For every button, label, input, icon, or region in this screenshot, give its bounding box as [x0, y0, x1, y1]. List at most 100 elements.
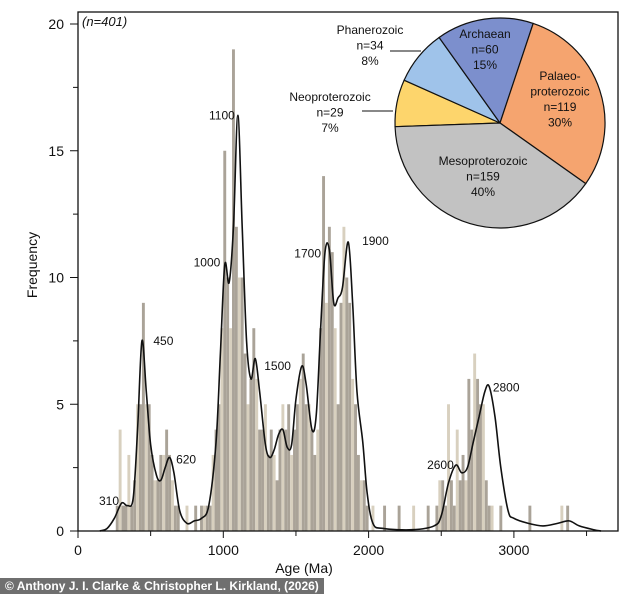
histogram-bar	[313, 454, 317, 531]
histogram-bar	[345, 277, 349, 531]
histogram-bar	[176, 505, 180, 531]
histogram-bar	[470, 429, 474, 531]
histogram-bar	[351, 378, 355, 531]
peak-label: 1900	[362, 234, 389, 248]
histogram-bar	[336, 404, 340, 531]
histogram-bar	[348, 302, 352, 531]
pie-label-line: 30%	[548, 116, 572, 130]
histogram-bar	[118, 429, 122, 531]
histogram-bar	[327, 226, 331, 532]
histogram-bar	[255, 378, 259, 531]
peak-label: 450	[153, 334, 173, 348]
pie-label-line: Neoproterozoic	[289, 90, 370, 104]
histogram-bar	[170, 480, 174, 531]
histogram-bar	[220, 328, 224, 531]
histogram-bar	[464, 480, 468, 531]
histogram-bar	[310, 429, 314, 531]
histogram-bar	[484, 480, 488, 531]
histogram-bar	[150, 454, 154, 531]
histogram-bar	[301, 353, 305, 531]
pie-label-line: Phanerozoic	[337, 23, 404, 37]
histogram-bar	[121, 505, 125, 531]
histogram-bar	[284, 429, 288, 531]
histogram-bar	[266, 454, 270, 531]
histogram-bar	[560, 505, 564, 531]
histogram-bar	[356, 454, 360, 531]
sample-size-annotation: (n=401)	[82, 14, 127, 29]
histogram-bar	[261, 429, 264, 531]
histogram-bar	[362, 480, 366, 531]
histogram-bar	[487, 505, 491, 531]
histogram-bar	[211, 454, 215, 531]
histogram-bar	[263, 404, 267, 531]
peak-label: 310	[99, 494, 119, 508]
pie-label-line: n=159	[466, 170, 500, 184]
histogram-bar	[136, 404, 140, 531]
histogram-bar	[234, 226, 238, 532]
histogram-bar	[383, 505, 387, 531]
histogram-bar	[481, 404, 485, 531]
pie-slice	[394, 122, 587, 229]
x-tick-label: 0	[74, 542, 82, 558]
pie-chart: Neoproterozoic n=29 7% Phanerozoic n=34 8% Arc…	[289, 17, 606, 229]
pie-label-line: n=34	[356, 39, 383, 53]
histogram-bar	[214, 429, 218, 531]
x-tick-label: 1000	[208, 542, 239, 558]
histogram-bar	[447, 404, 450, 531]
histogram-bar	[304, 404, 308, 531]
histogram-bar	[307, 404, 311, 531]
histogram-bar	[319, 328, 323, 531]
histogram-bar	[339, 302, 343, 531]
pie-label-line: proterozoic	[530, 85, 589, 99]
histogram-bar	[330, 252, 334, 531]
histogram-bar	[365, 505, 369, 531]
histogram-bars	[115, 49, 570, 532]
histogram-bar	[124, 505, 128, 531]
density-curve	[99, 114, 602, 532]
pie-label-line: n=119	[544, 100, 577, 114]
histogram-bar	[412, 505, 416, 531]
peak-labels: 310 450 620 1000 1100 1500 1700 1900 2600 2800	[99, 108, 520, 508]
histogram-bar	[208, 505, 212, 531]
peak-label: 1500	[264, 359, 291, 373]
pie-label-line: 7%	[321, 121, 339, 135]
pie-label-line: Mesoproterozoic	[439, 154, 528, 168]
histogram-bar	[185, 505, 189, 531]
histogram-bar	[168, 454, 171, 531]
y-tick-label: 15	[48, 143, 64, 159]
pie-label: Neoproterozoic n=29 7%	[289, 90, 370, 135]
histogram-bar	[354, 404, 357, 531]
histogram-bar	[293, 429, 296, 531]
pie-label: Palaeo-proterozoic n=119 30%	[530, 69, 589, 130]
histogram-bar	[490, 505, 494, 531]
histogram-bar	[159, 454, 163, 531]
histogram-bar	[290, 454, 294, 531]
peak-label: 620	[176, 452, 196, 466]
histogram-bar	[359, 480, 363, 531]
histogram-bar	[141, 302, 145, 531]
histogram-bar	[194, 505, 198, 531]
pie-label: Phanerozoic n=34 8%	[337, 23, 404, 68]
histogram-bar	[499, 505, 503, 531]
histogram-bar	[452, 505, 456, 531]
histogram-bar	[153, 480, 157, 531]
histogram-bar	[461, 454, 465, 531]
pie-label-line: 40%	[471, 185, 495, 199]
pie-label-line: Palaeo-	[539, 69, 580, 83]
histogram-bar	[202, 505, 206, 531]
histogram-bar	[144, 404, 148, 531]
histogram-bar	[476, 378, 480, 531]
pie-label-line: Archaean	[459, 27, 510, 41]
histogram-bar	[115, 505, 119, 531]
pie-label: Mesoproterozoic n=159 40%	[439, 154, 528, 199]
histogram-bar	[479, 404, 482, 531]
histogram-bar	[473, 353, 477, 531]
histogram-bar	[223, 150, 227, 531]
histogram-bar	[252, 328, 256, 531]
histogram-bar	[127, 454, 131, 531]
histogram-bar	[249, 378, 253, 531]
histogram-bar	[342, 226, 346, 532]
y-tick-label: 0	[56, 523, 64, 539]
histogram-bar	[316, 429, 320, 531]
